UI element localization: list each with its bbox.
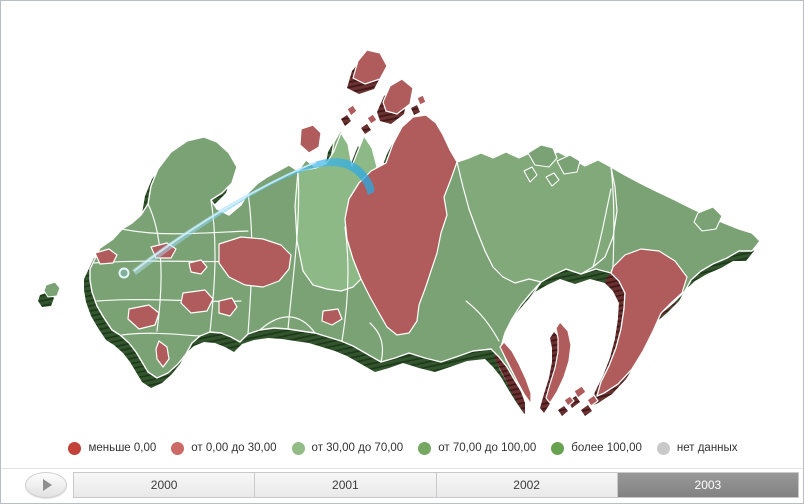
region-kurils	[563, 385, 599, 407]
legend-label: от 0,00 до 30,00	[191, 442, 277, 454]
region-kamchatka-koryak	[596, 248, 688, 397]
legend-swatch-icon	[656, 441, 670, 455]
map-regions[interactable]	[43, 49, 761, 407]
year-segment-2000[interactable]: 2000	[74, 472, 256, 497]
region-sakha	[456, 151, 618, 284]
year-segment-2003[interactable]: 2003	[617, 472, 798, 497]
play-icon	[43, 478, 52, 491]
legend-swatch-icon	[291, 441, 305, 455]
legend-label: меньше 0,00	[88, 442, 157, 454]
legend-label: более 100,00	[571, 442, 642, 454]
legend-label: от 30,00 до 70,00	[311, 442, 404, 454]
legend-swatch-icon	[171, 441, 185, 455]
region-komi	[218, 236, 292, 288]
legend-item-5: нет данных	[656, 441, 738, 455]
region-north-small	[299, 124, 322, 154]
russia-3d-map[interactable]	[1, 1, 803, 425]
year-segment-2002[interactable]: 2002	[436, 472, 618, 497]
flow-arrow	[118, 158, 375, 279]
legend-label: от 70,00 до 100,00	[438, 442, 537, 454]
region-sakhalin	[545, 321, 572, 404]
legend-swatch-icon	[551, 441, 565, 455]
region-krasnoyarsk	[344, 114, 458, 336]
legend-item-0: меньше 0,00	[68, 441, 157, 455]
region-new-siberian-islands	[527, 144, 558, 168]
region-primorye	[499, 341, 532, 405]
flow-origin-marker	[118, 267, 130, 279]
legend-item-3: от 70,00 до 100,00	[418, 441, 537, 455]
legend-item-2: от 30,00 до 70,00	[291, 441, 404, 455]
legend-item-1: от 0,00 до 30,00	[171, 441, 277, 455]
legend-label: нет данных	[676, 442, 738, 454]
play-button[interactable]	[25, 471, 67, 498]
legend-swatch-icon	[418, 441, 432, 455]
legend: меньше 0,00 от 0,00 до 30,00 от 30,00 до…	[1, 435, 803, 461]
region-wrangel	[693, 206, 723, 232]
timeline: 2000 2001 2002 2003	[1, 471, 803, 498]
year-segment-2001[interactable]: 2001	[255, 472, 437, 497]
timeline-divider	[1, 468, 803, 469]
legend-swatch-icon	[68, 441, 82, 455]
legend-item-4: более 100,00	[551, 441, 642, 455]
region-novaya-zemlya	[352, 49, 388, 85]
year-track[interactable]: 2000 2001 2002 2003	[73, 471, 799, 498]
region-kaliningrad	[43, 281, 61, 298]
